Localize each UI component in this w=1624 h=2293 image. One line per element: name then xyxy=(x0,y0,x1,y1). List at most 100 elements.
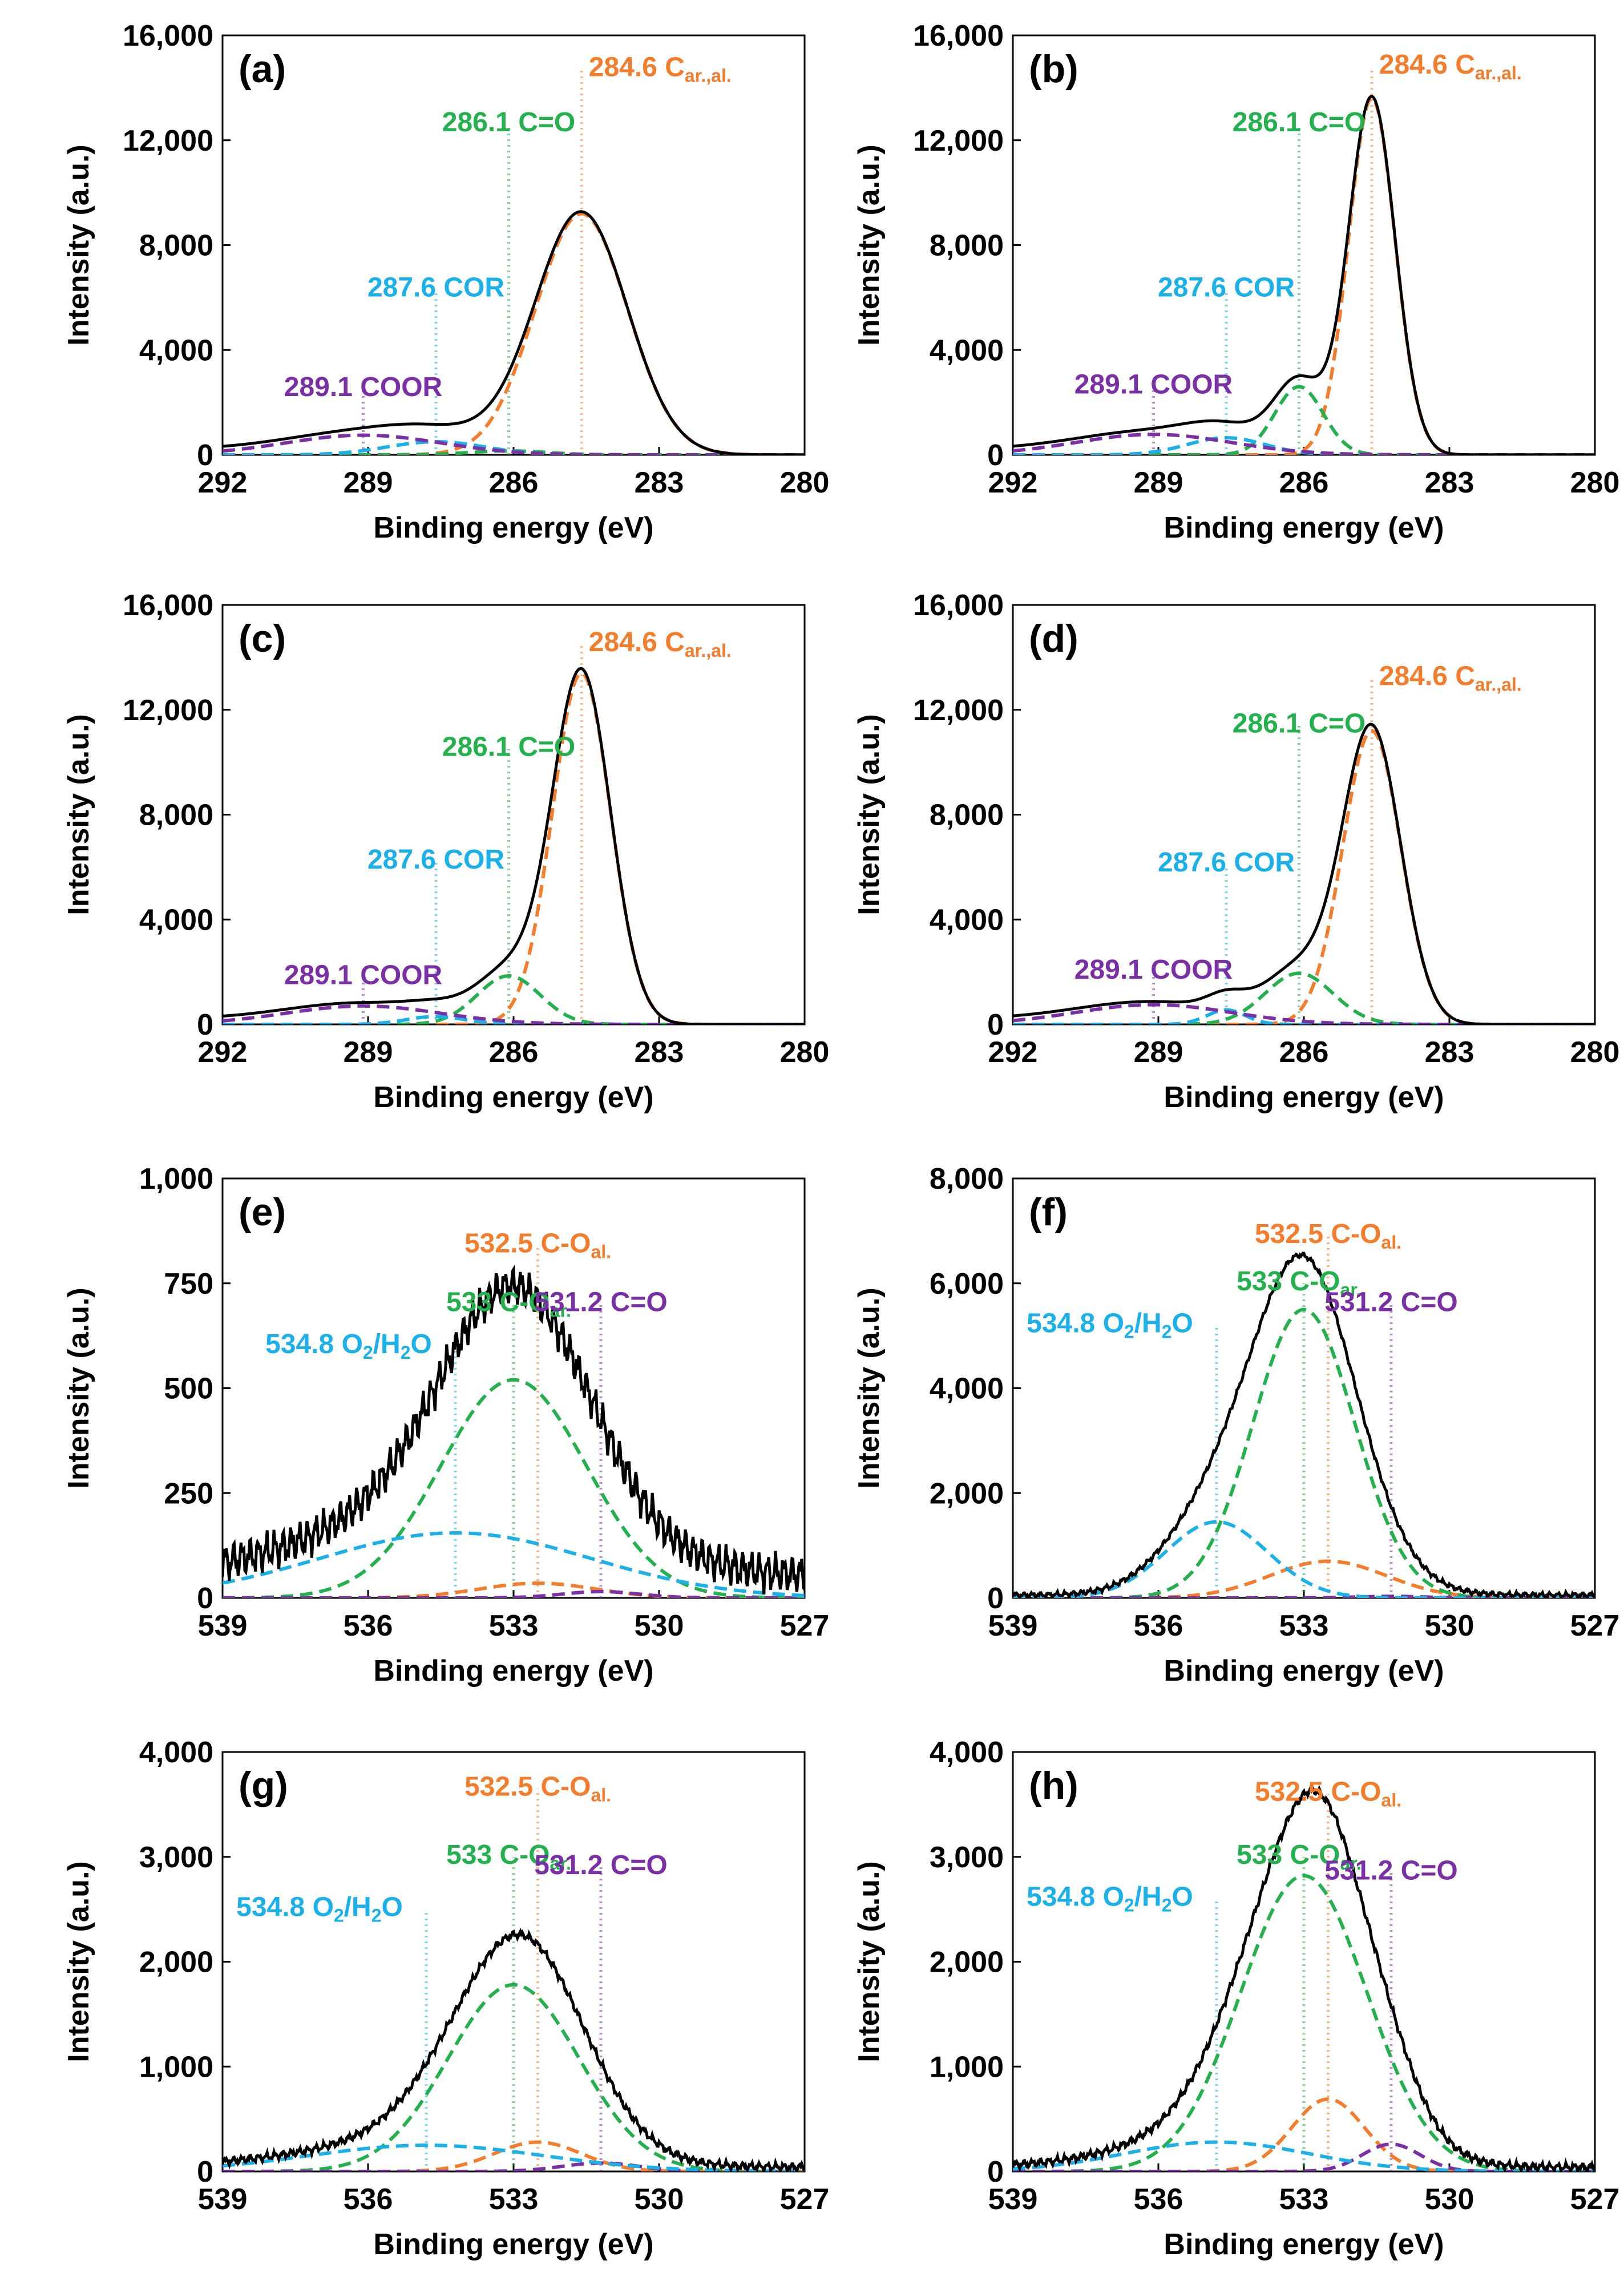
chart-panel-f: 0 2,000 4,000 6,000 8,000 539 536 533 530 527 Bind… xyxy=(853,1162,1619,1688)
x-tick-label: 533 xyxy=(1279,2183,1329,2216)
x-axis-title: Binding energy (eV) xyxy=(1164,2228,1444,2261)
y-tick-label: 0 xyxy=(197,1582,213,1615)
x-tick-label: 286 xyxy=(1279,466,1329,499)
component-curve-green xyxy=(223,1378,805,1598)
x-tick-label: 283 xyxy=(1425,466,1474,499)
y-tick-label: 16,000 xyxy=(123,19,213,53)
x-tick-label: 539 xyxy=(198,1609,248,1642)
y-tick-label: 4,000 xyxy=(139,903,213,936)
panel-label: (h) xyxy=(1029,1764,1078,1807)
x-axis-title: Binding energy (eV) xyxy=(373,511,653,544)
chart-panel-e: 0 250 500 750 1,000 539 536 533 530 527 Binding en… xyxy=(62,1162,829,1688)
chart-panel-d: 0 4,000 8,000 12,000 16,000 292 289 286 283 280 Bi… xyxy=(853,589,1619,1114)
measured-spectrum xyxy=(1013,722,1595,1024)
component-curve-purple xyxy=(1013,433,1595,455)
x-axis-title: Binding energy (eV) xyxy=(373,1081,653,1114)
peak-label-green: 286.1 C=O xyxy=(1233,708,1366,738)
plot-area xyxy=(1013,1783,1595,2171)
x-tick-label: 533 xyxy=(489,2183,539,2216)
y-tick-label: 4,000 xyxy=(139,1736,213,1769)
chart-panel-c: 0 4,000 8,000 12,000 16,000 292 289 286 283 280 Bi… xyxy=(62,589,829,1114)
measured-spectrum xyxy=(1013,1252,1595,1598)
component-curve-blue xyxy=(1013,1520,1595,1598)
panel-label: (g) xyxy=(239,1764,288,1807)
x-tick-label: 539 xyxy=(988,2183,1038,2216)
x-tick-label: 280 xyxy=(780,1036,830,1069)
y-tick-label: 2,000 xyxy=(139,1946,213,1979)
x-tick-label: 536 xyxy=(344,2183,393,2216)
peak-label-blue: 287.6 COR xyxy=(367,845,504,875)
y-tick-label: 1,000 xyxy=(139,1162,213,1196)
y-tick-label: 0 xyxy=(987,1582,1004,1615)
x-tick-label: 283 xyxy=(1425,1036,1474,1069)
x-tick-label: 292 xyxy=(198,466,248,499)
y-tick-label: 750 xyxy=(164,1267,213,1301)
peak-label-green: 286.1 C=O xyxy=(1233,107,1366,138)
y-tick-label: 12,000 xyxy=(123,694,213,727)
x-tick-label: 292 xyxy=(198,1036,248,1069)
y-tick-label: 8,000 xyxy=(930,799,1004,832)
y-tick-label: 4,000 xyxy=(139,334,213,367)
peak-label-blue: 287.6 COR xyxy=(367,273,504,303)
panel-label: (d) xyxy=(1029,617,1078,660)
x-tick-label: 530 xyxy=(635,1609,684,1642)
x-tick-label: 280 xyxy=(780,466,830,499)
peak-label-orange: 532.5 C-Oal. xyxy=(1255,1219,1401,1253)
component-curve-purple xyxy=(1013,1594,1595,1598)
y-tick-label: 4,000 xyxy=(930,903,1004,936)
peak-label-purple: 289.1 COOR xyxy=(284,960,442,990)
x-tick-label: 283 xyxy=(635,1036,684,1069)
plot-area xyxy=(223,1789,805,2171)
peak-label-blue: 287.6 COR xyxy=(1158,273,1295,303)
y-axis-title: Intensity (a.u.) xyxy=(62,1287,95,1488)
x-tick-label: 289 xyxy=(344,466,393,499)
peak-label-purple: 531.2 C=O xyxy=(1324,1287,1457,1318)
x-tick-label: 539 xyxy=(198,2183,248,2216)
x-tick-label: 286 xyxy=(489,466,539,499)
y-axis-title: Intensity (a.u.) xyxy=(853,714,886,915)
plot-area xyxy=(223,69,805,455)
x-tick-label: 530 xyxy=(1425,1609,1474,1642)
y-tick-label: 12,000 xyxy=(913,694,1004,727)
component-curve-purple xyxy=(223,433,805,455)
chart-panel-b: 0 4,000 8,000 12,000 16,000 292 289 286 283 280 Bi… xyxy=(853,19,1619,544)
y-tick-label: 8,000 xyxy=(139,229,213,263)
peak-label-blue: 534.8 O2/H2O xyxy=(1027,1882,1193,1915)
component-curve-blue xyxy=(1013,2140,1595,2171)
y-axis-title: Intensity (a.u.) xyxy=(62,714,95,915)
chart-panel-h: 0 1,000 2,000 3,000 4,000 539 536 533 530 527 Bind… xyxy=(853,1736,1619,2261)
y-tick-label: 16,000 xyxy=(123,589,213,622)
measured-spectrum xyxy=(223,1928,805,2171)
x-tick-label: 292 xyxy=(988,1036,1038,1069)
peak-label-purple: 289.1 COOR xyxy=(1074,955,1233,985)
y-tick-label: 16,000 xyxy=(913,19,1004,53)
component-curve-orange xyxy=(1013,729,1595,1024)
x-tick-label: 286 xyxy=(489,1036,539,1069)
y-tick-label: 250 xyxy=(164,1477,213,1510)
y-tick-label: 1,000 xyxy=(930,2050,1004,2084)
y-tick-label: 8,000 xyxy=(139,799,213,832)
y-tick-label: 1,000 xyxy=(139,2050,213,2084)
y-tick-label: 2,000 xyxy=(930,1477,1004,1510)
y-axis-title: Intensity (a.u.) xyxy=(853,144,886,345)
component-curve-orange xyxy=(1013,96,1595,455)
x-tick-label: 527 xyxy=(1570,2183,1620,2216)
x-axis-title: Binding energy (eV) xyxy=(373,1654,653,1688)
peak-label-green: 286.1 C=O xyxy=(442,732,575,762)
x-tick-label: 292 xyxy=(988,466,1038,499)
measured-spectrum xyxy=(223,1264,805,1594)
y-tick-label: 0 xyxy=(197,2155,213,2189)
y-tick-label: 500 xyxy=(164,1372,213,1406)
x-tick-label: 280 xyxy=(1570,466,1620,499)
chart-panel-g: 0 1,000 2,000 3,000 4,000 539 536 533 530 527 Bind… xyxy=(62,1736,829,2261)
panel-label: (a) xyxy=(239,47,286,91)
x-tick-label: 527 xyxy=(780,2183,830,2216)
x-tick-label: 536 xyxy=(1134,2183,1183,2216)
x-axis-title: Binding energy (eV) xyxy=(1164,1654,1444,1688)
measured-spectrum xyxy=(1013,1783,1595,2171)
measured-spectrum xyxy=(1013,95,1595,455)
panel-label: (c) xyxy=(239,617,286,660)
x-axis-title: Binding energy (eV) xyxy=(1164,511,1444,544)
plot-area xyxy=(223,1245,805,1598)
